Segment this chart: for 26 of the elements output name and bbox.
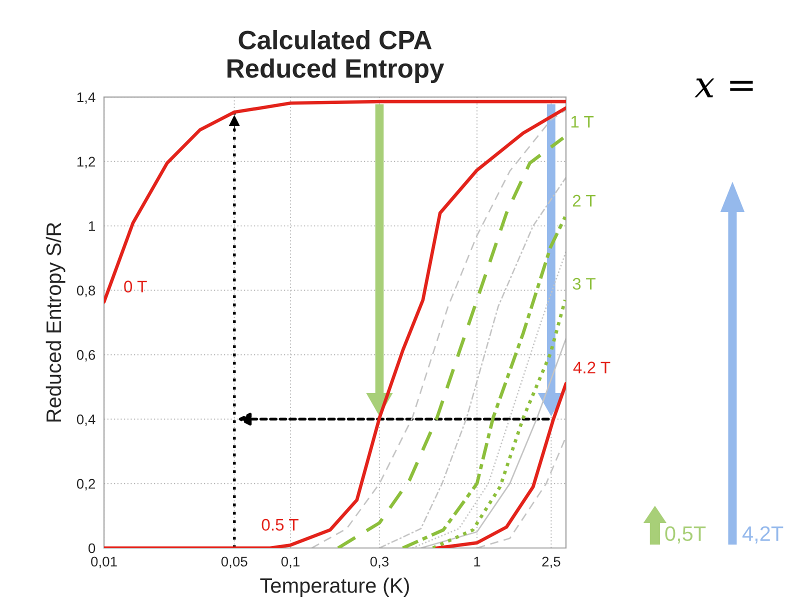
y-tick-label: 0,4 xyxy=(76,414,96,426)
y-tick-label: 1,4 xyxy=(77,92,96,104)
chart-title: Calculated CPA Reduced Entropy xyxy=(228,30,444,84)
x-tick-label: 2,5 xyxy=(542,556,560,568)
series-label: 3 T xyxy=(572,278,596,290)
x-tick-label: 0,1 xyxy=(281,556,300,568)
y-tick-label: 0,6 xyxy=(76,350,96,362)
x-tick-label: 0,05 xyxy=(221,556,248,568)
series-label: 0 T xyxy=(124,280,147,292)
y-axis-title: Reduced Entropy S/R xyxy=(46,222,66,422)
x-axis-title: Temperature (K) xyxy=(260,578,409,598)
text: 4,2T xyxy=(742,526,784,544)
series-label: 1 T xyxy=(571,116,594,128)
y-tick-label: 0,8 xyxy=(76,286,96,298)
y-tick-label: 1,2 xyxy=(77,156,95,168)
x-tick-label: 0,01 xyxy=(91,556,117,568)
y-tick-label: 0 xyxy=(88,543,96,554)
y-tick-label: 1 xyxy=(89,221,96,231)
series-label: 0.5 T xyxy=(262,518,298,531)
x-tick-label: 0,3 xyxy=(370,556,389,568)
x-tick-label: 1 xyxy=(474,556,480,566)
y-tick-label: 0,2 xyxy=(76,478,95,490)
text: 0,5T xyxy=(665,526,706,544)
text: x = xyxy=(694,78,753,98)
series-label: 2 T xyxy=(572,194,596,206)
series-label: 4.2 T xyxy=(573,362,610,374)
